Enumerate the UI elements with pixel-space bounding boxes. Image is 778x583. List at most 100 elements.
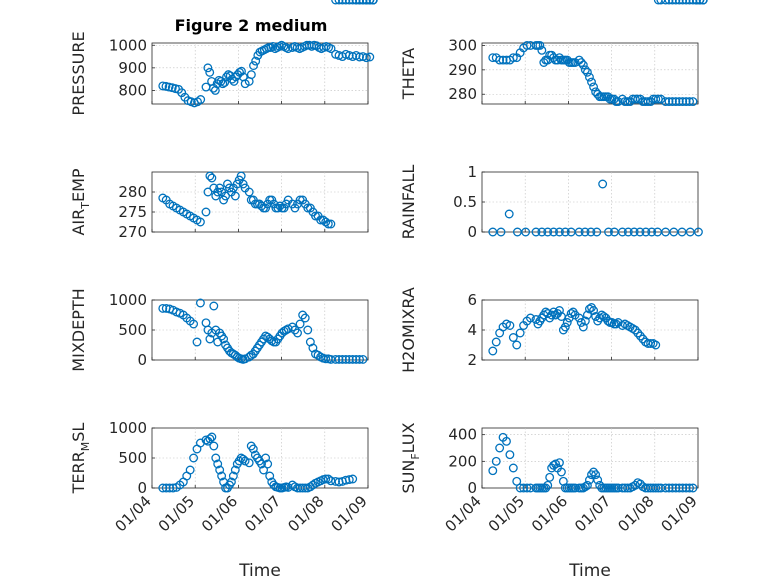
data-point bbox=[219, 334, 229, 344]
data-point bbox=[560, 322, 570, 332]
data-point bbox=[158, 81, 168, 91]
axes-3: 270 275 280 AIRTEMP bbox=[69, 0, 378, 241]
data-point bbox=[348, 0, 358, 5]
data-point bbox=[522, 483, 532, 493]
data-point bbox=[617, 227, 627, 237]
data-point bbox=[623, 483, 632, 493]
data-point bbox=[574, 227, 584, 237]
data-point bbox=[623, 227, 633, 237]
data-point bbox=[222, 72, 231, 82]
data-point bbox=[488, 346, 498, 356]
data-point bbox=[589, 82, 599, 92]
data-point bbox=[334, 354, 344, 364]
data-point bbox=[244, 187, 254, 197]
data-point bbox=[361, 53, 371, 63]
data-point bbox=[580, 482, 590, 492]
data-point bbox=[641, 227, 651, 237]
data-point bbox=[496, 227, 506, 237]
data-point bbox=[355, 354, 364, 364]
data-point bbox=[693, 227, 703, 237]
data-point bbox=[598, 179, 608, 189]
data-point bbox=[531, 227, 541, 237]
data-point bbox=[283, 324, 293, 334]
data-point bbox=[685, 97, 694, 107]
data-point bbox=[505, 450, 515, 460]
data-point bbox=[671, 97, 681, 107]
y-axis-label: THETA bbox=[399, 48, 418, 100]
data-point bbox=[303, 325, 313, 335]
data-point bbox=[251, 56, 261, 66]
data-point bbox=[537, 45, 547, 55]
data-point bbox=[512, 476, 522, 486]
data-point bbox=[555, 458, 564, 468]
data-point bbox=[205, 171, 215, 181]
data-point bbox=[560, 227, 570, 237]
figure-title: Figure 2 medium bbox=[175, 16, 328, 35]
data-point bbox=[592, 227, 602, 237]
data-point bbox=[582, 310, 592, 320]
data-point bbox=[591, 470, 601, 480]
data-point bbox=[300, 483, 310, 493]
data-point bbox=[220, 78, 230, 87]
data-point bbox=[661, 97, 671, 107]
data-point bbox=[537, 227, 547, 237]
data-point bbox=[580, 65, 590, 75]
data-point bbox=[681, 97, 691, 107]
x-tick-label: 01/06 bbox=[198, 492, 241, 535]
data-point bbox=[562, 318, 572, 327]
y-tick-label: 0.5 bbox=[453, 193, 477, 211]
axes-6: 2 4 6 H2OMIXRA bbox=[399, 0, 708, 373]
y-tick-label: 800 bbox=[118, 81, 147, 99]
data-point bbox=[543, 227, 553, 237]
axes-1: 800 900 1000 PRESSURE bbox=[69, 0, 378, 116]
data-point bbox=[664, 483, 674, 493]
x-tick-label: 01/08 bbox=[614, 492, 657, 535]
data-point bbox=[582, 67, 592, 77]
data-point bbox=[209, 441, 219, 451]
data-point bbox=[643, 97, 653, 107]
y-axis-label: AIRTEMP bbox=[69, 168, 92, 235]
data-point bbox=[195, 298, 205, 308]
data-point bbox=[508, 333, 518, 342]
y-tick-label: 1000 bbox=[109, 291, 147, 309]
data-point bbox=[691, 0, 701, 5]
data-point bbox=[275, 201, 285, 211]
data-point bbox=[158, 303, 168, 313]
data-point bbox=[201, 207, 211, 217]
y-axis-label: MIXDEPTH bbox=[69, 288, 88, 371]
data-point bbox=[635, 94, 645, 104]
data-point bbox=[580, 227, 590, 237]
data-point bbox=[566, 309, 576, 318]
data-point bbox=[504, 209, 514, 219]
data-point bbox=[531, 315, 541, 324]
y-tick-label: 500 bbox=[118, 449, 147, 467]
data-point bbox=[257, 459, 266, 469]
x-tick-label: 01/07 bbox=[571, 492, 614, 535]
data-point bbox=[678, 0, 688, 5]
data-point bbox=[248, 444, 258, 454]
data-point bbox=[326, 44, 336, 54]
data-point bbox=[236, 171, 246, 181]
data-point bbox=[555, 306, 564, 315]
data-point bbox=[217, 471, 227, 481]
data-point bbox=[651, 483, 661, 493]
data-point bbox=[695, 0, 705, 5]
data-point bbox=[545, 472, 555, 482]
data-point bbox=[508, 463, 518, 473]
data-point bbox=[321, 354, 331, 364]
x-tick-label: 01/06 bbox=[528, 492, 571, 535]
data-point bbox=[240, 456, 250, 466]
x-axis-label: Time bbox=[568, 561, 611, 581]
x-tick-label: 01/09 bbox=[658, 492, 701, 535]
data-point bbox=[495, 55, 505, 65]
y-axis-label: PRESSURE bbox=[69, 31, 88, 115]
data-point bbox=[556, 467, 566, 477]
data-point bbox=[671, 0, 681, 5]
data-point bbox=[576, 58, 586, 67]
y-axis-label: RAINFALL bbox=[399, 165, 418, 240]
data-point bbox=[323, 219, 333, 229]
axes-5: 0 500 1000 MIXDEPTH bbox=[69, 0, 378, 372]
y-tick-label: 300 bbox=[448, 36, 477, 54]
data-point bbox=[587, 470, 596, 480]
